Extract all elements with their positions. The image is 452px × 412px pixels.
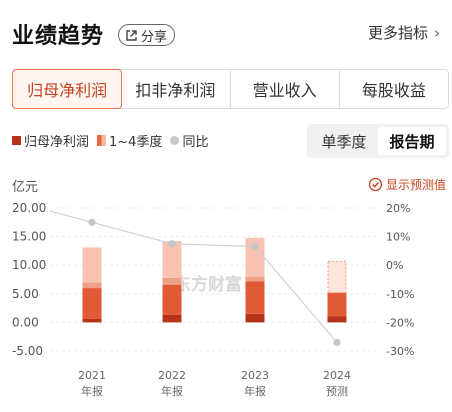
y-left-tick-label: -5.00: [12, 344, 43, 358]
bar-segment-q2: [245, 281, 265, 314]
yoy-point: [251, 243, 259, 251]
show-forecast-label: 显示预测值: [385, 178, 446, 192]
period-option-report-period[interactable]: 报告期: [378, 127, 446, 155]
legend-label-yoy: 同比: [182, 135, 209, 150]
legend-label-quarters: 1~4季度: [109, 135, 163, 150]
legend-swatch-net-profit: [12, 136, 21, 145]
checkbox-checked-icon: [368, 178, 382, 191]
period-option-single-quarter[interactable]: 单季度: [321, 132, 367, 151]
watermark-text: 东方财富: [174, 274, 242, 295]
page-title: 业绩趋势: [12, 24, 105, 49]
forecast-bar-remainder: [327, 260, 347, 294]
y-right-tick-label: 20%: [386, 202, 410, 215]
x-tick-year: 2022: [158, 369, 186, 382]
bar-segment-q3: [245, 276, 265, 282]
bar-segment-q2: [82, 288, 102, 319]
legend-item-yoy: 同比: [170, 131, 208, 150]
y-left-tick-label: 10.00: [12, 258, 46, 272]
more-metrics-label: 更多指标: [367, 24, 428, 42]
chevron-right-icon: ›: [434, 23, 440, 42]
forecast-bar-segment-q2: [327, 292, 347, 317]
y-left-tick-label: 15.00: [12, 230, 46, 244]
share-button[interactable]: 分享: [118, 24, 176, 46]
yoy-point: [88, 218, 96, 226]
tab-eps[interactable]: 每股收益: [361, 81, 426, 100]
tab-revenue[interactable]: 营业收入: [231, 70, 340, 108]
tab-net-profit[interactable]: 归母净利润: [12, 69, 123, 109]
x-tick-year: 2021: [78, 369, 106, 382]
forecast-bar-segment-q1: [327, 316, 347, 323]
more-metrics-link[interactable]: 更多指标 ›: [368, 22, 440, 43]
y-right-tick-label: -20%: [386, 316, 414, 329]
x-tick-year: 2023: [241, 369, 269, 382]
x-tick-kind: 年报: [161, 384, 183, 398]
y-right-tick-label: -30%: [386, 345, 414, 358]
share-icon: [126, 29, 137, 41]
chart-legend: 归母净利润 1~4季度 同比: [12, 131, 216, 150]
share-label: 分享: [141, 29, 168, 45]
bar-segment-q4: [162, 241, 182, 278]
legend-item-net-profit: 归母净利润: [12, 131, 89, 150]
tab-deducted-net-profit[interactable]: 扣非净利润: [121, 70, 231, 108]
legend-item-quarters: 1~4季度: [97, 131, 162, 150]
yoy-point: [333, 338, 341, 347]
y-left-tick-label: 5.00: [12, 287, 39, 301]
yoy-point: [168, 240, 176, 248]
y-left-tick-label: 0.00: [12, 315, 39, 329]
legend-swatch-quarters: [97, 135, 107, 146]
y-axis-unit: 亿元: [12, 180, 39, 195]
y-right-tick-label: 10%: [386, 231, 410, 244]
x-tick-kind: 年报: [81, 384, 103, 398]
bar-segment-q4: [245, 237, 265, 277]
bar-segment-q1: [245, 313, 265, 323]
x-tick-kind: 年报: [244, 384, 266, 398]
period-toggle: 单季度 报告期: [307, 124, 449, 158]
bar-segment-q3: [82, 282, 102, 289]
x-tick-kind: 预测: [326, 385, 348, 398]
metric-tabs: 归母净利润 扣非净利润 营业收入 每股收益: [12, 69, 449, 109]
header: 业绩趋势 分享 更多指标 ›: [12, 14, 444, 50]
bar-segment-q2: [162, 284, 182, 315]
y-right-tick-label: -10%: [386, 288, 414, 301]
y-right-tick-label: 0%: [386, 259, 403, 272]
x-tick-year: 2024: [323, 369, 351, 382]
bar-segment-q3: [162, 277, 182, 285]
show-forecast-toggle[interactable]: 显示预测值: [368, 176, 446, 193]
performance-chart: 20.00 15.00 10.00 5.00 0.00 -5.00 20% 10% 0% -10%…: [12, 201, 414, 398]
bar-segment-q1: [162, 314, 182, 323]
bar-segment-q4: [82, 247, 102, 283]
legend-swatch-yoy: [170, 136, 180, 145]
y-left-tick-label: 20.00: [12, 201, 46, 215]
bar-segment-q1: [82, 318, 102, 323]
legend-label-net-profit: 归母净利润: [24, 135, 90, 150]
